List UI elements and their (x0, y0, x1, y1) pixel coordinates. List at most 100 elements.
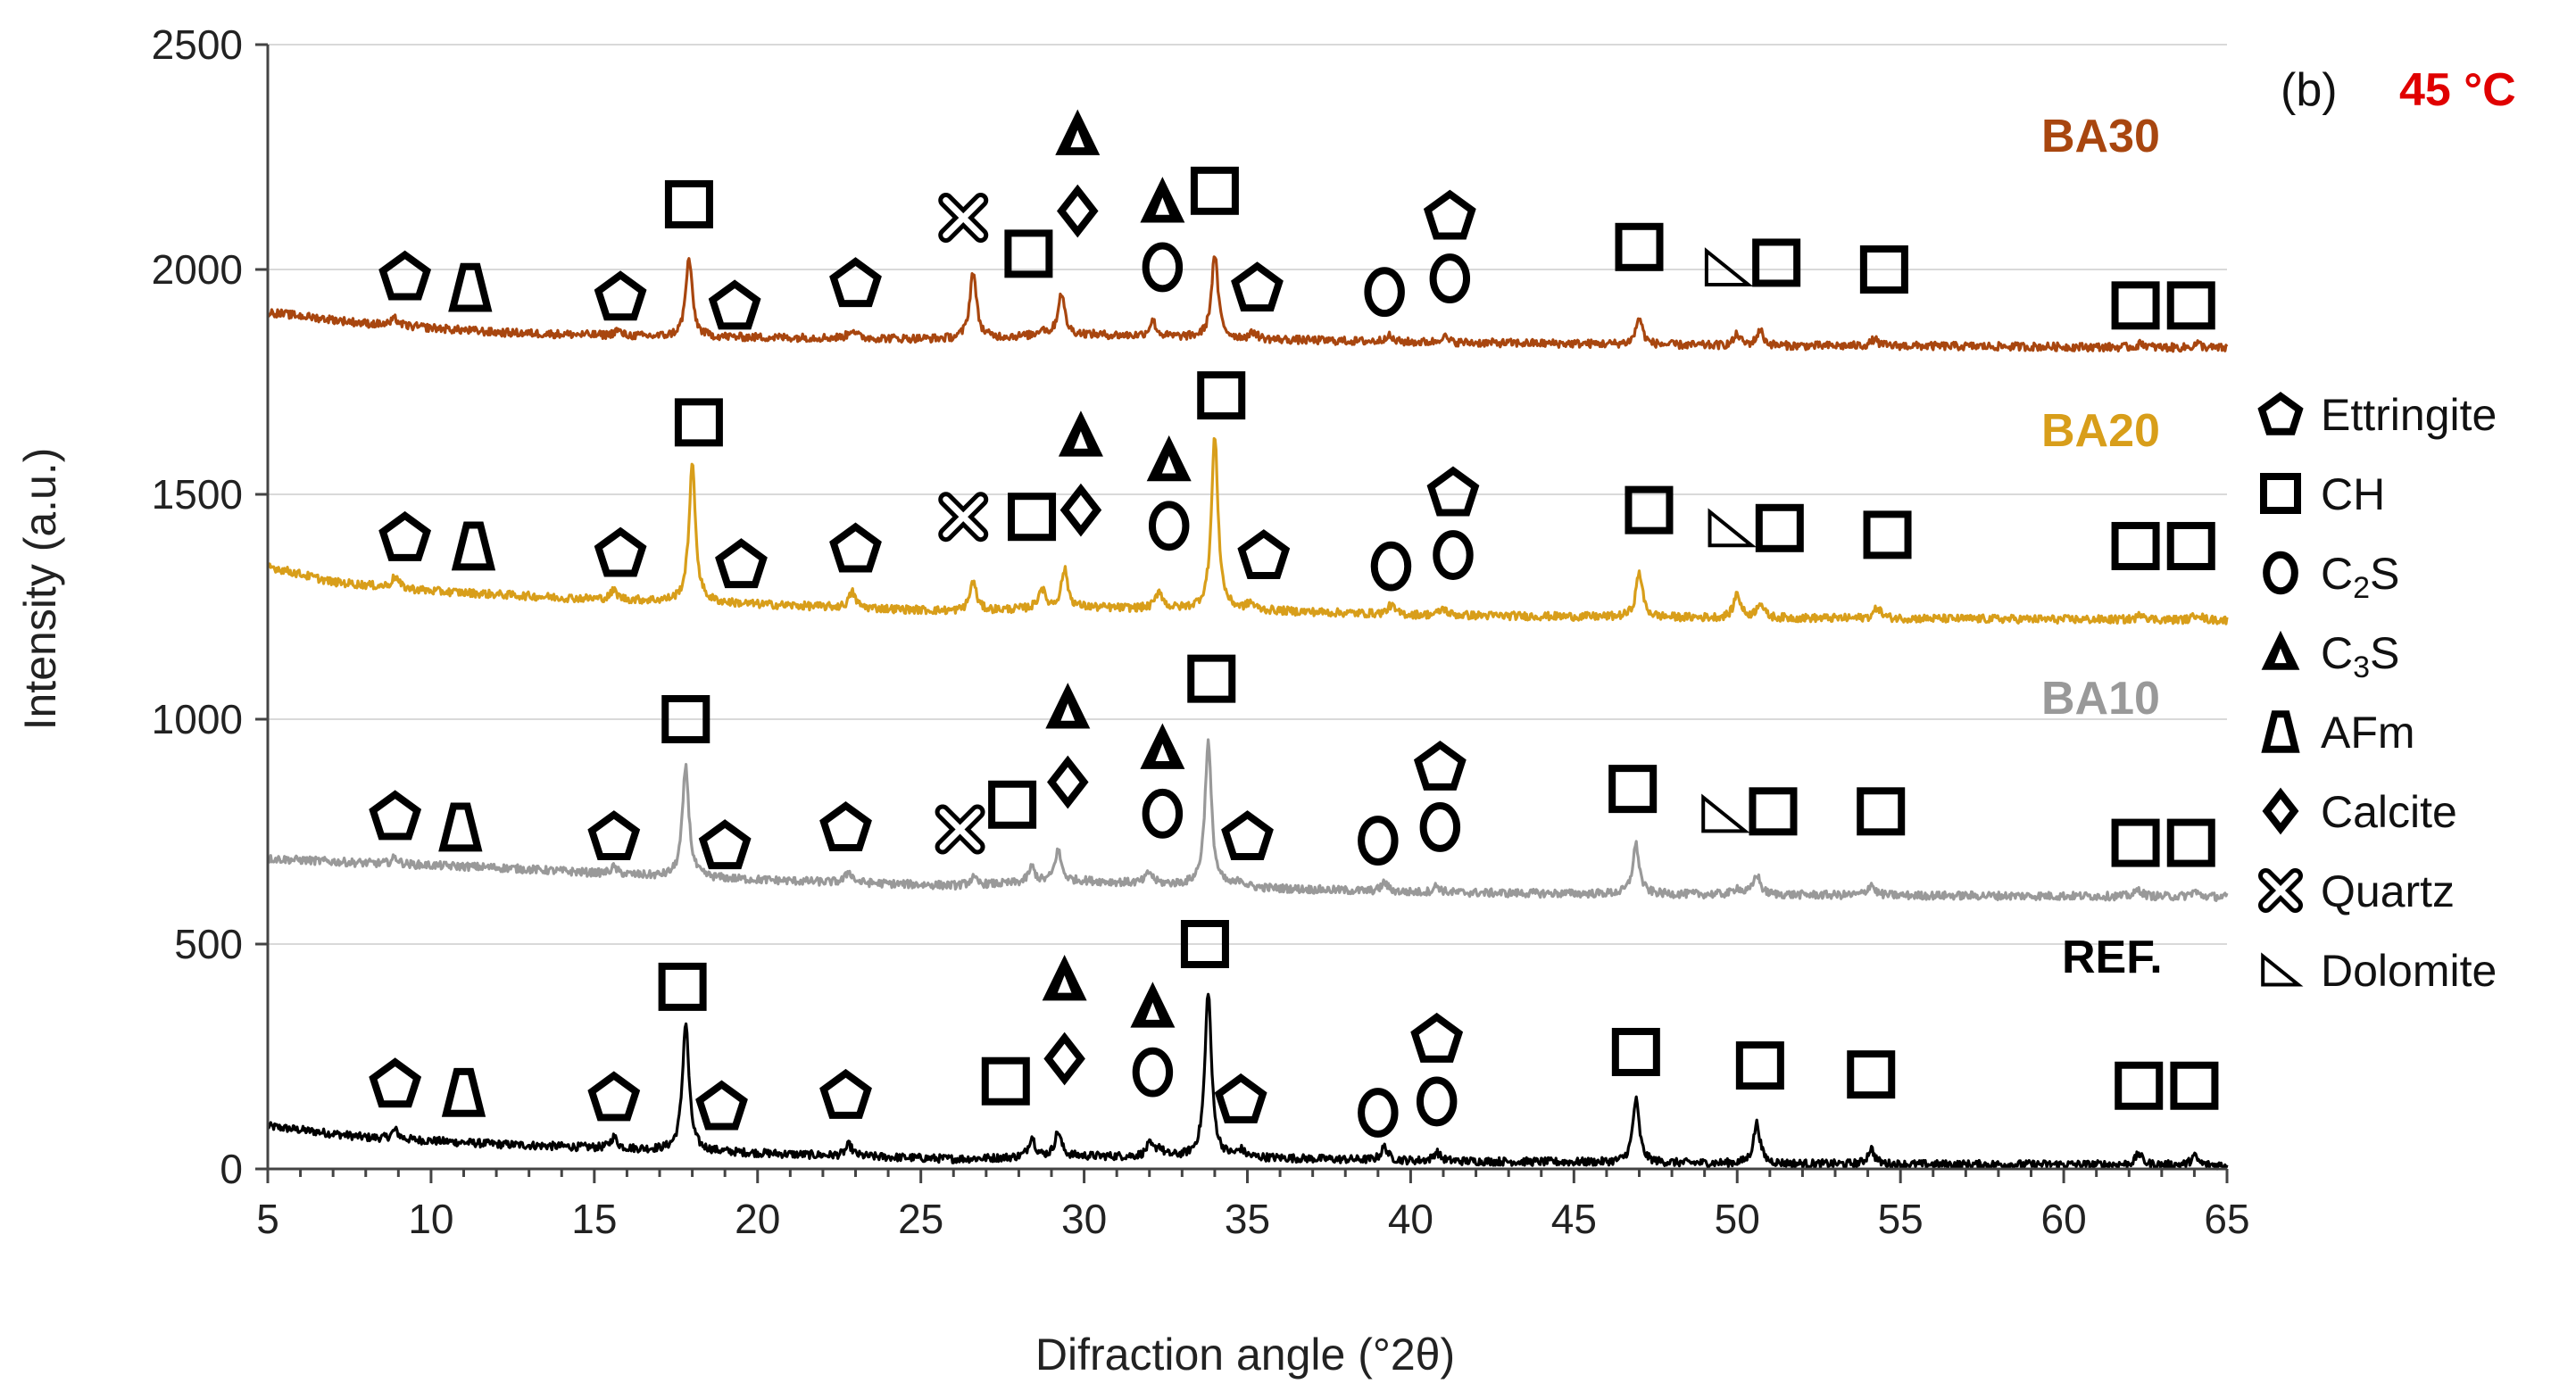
y-axis-title: Intensity (a.u.) (15, 448, 65, 731)
diamond-marker (1047, 755, 1089, 809)
legend-label-right-triangle: Dolomite (2321, 946, 2497, 996)
legend-label-tail: S (2370, 549, 2399, 599)
x-tick-label: 60 (2040, 1196, 2086, 1242)
legend-label-circle: C2S (2321, 549, 2399, 605)
legend-label-quartz-x: Quartz (2321, 866, 2455, 916)
legend-label-subscript: 3 (2353, 650, 2370, 684)
y-tick-label: 2000 (152, 246, 243, 293)
x-tick-label: 15 (571, 1196, 617, 1242)
series-line-ba30 (266, 255, 2229, 353)
pentagon-marker (594, 526, 647, 577)
square-marker (2170, 1061, 2219, 1110)
series-label-ref: REF. (2062, 932, 2163, 983)
triangle-marker (1042, 955, 1087, 1001)
right-triangle-marker (1704, 247, 1754, 286)
series-label-ba20: BA20 (2041, 405, 2160, 457)
legend-label-trapezoid: AFm (2321, 708, 2415, 758)
pentagon-marker (829, 257, 882, 308)
x-tick-label: 40 (1388, 1196, 1433, 1242)
square-marker (1857, 787, 1906, 836)
square-marker (2111, 818, 2160, 867)
circle-marker (1132, 1047, 1174, 1098)
x-tick-label: 10 (408, 1196, 453, 1242)
pentagon-marker (1413, 740, 1467, 791)
triangle-marker (1045, 683, 1091, 729)
legend-label-square: CH (2321, 469, 2385, 519)
pentagon-marker (1410, 1012, 1464, 1063)
square-marker (674, 398, 723, 447)
right-triangle-marker (1708, 508, 1757, 548)
pentagon-marker (708, 279, 761, 330)
square-marker (2166, 818, 2215, 867)
circle-marker (1148, 501, 1190, 551)
pentagon-marker (698, 819, 752, 870)
square-marker (2166, 521, 2215, 570)
x-tick-label: 20 (735, 1196, 780, 1242)
diamond-marker (1043, 1032, 1085, 1086)
square-marker (981, 1056, 1030, 1106)
x-tick-label: 65 (2204, 1196, 2249, 1242)
pentagon-marker (1426, 466, 1480, 517)
trapezoid-marker (441, 1067, 486, 1117)
circle-marker (2263, 551, 2298, 595)
square-marker (661, 695, 710, 743)
x-tick-label: 30 (1061, 1196, 1107, 1242)
pentagon-marker (2257, 392, 2304, 435)
pentagon-marker (1221, 810, 1274, 861)
diffraction-patterns (266, 255, 2229, 1171)
legend-label-pentagon: Ettringite (2321, 390, 2497, 440)
series-labels: BA30 BA20 BA10 REF. (2041, 111, 2163, 983)
triangle-marker (1055, 109, 1101, 155)
x-tick-label: 45 (1551, 1196, 1597, 1242)
square-marker (1735, 1041, 1784, 1090)
circle-marker (1142, 242, 1184, 293)
pentagon-marker (587, 1071, 641, 1122)
x-axis-title: Difraction angle (°2θ) (1035, 1330, 1455, 1380)
square-marker (1608, 765, 1658, 814)
square-marker (988, 780, 1037, 829)
pentagon-marker (587, 810, 641, 861)
pentagon-marker (1214, 1073, 1267, 1123)
gridlines (268, 44, 2227, 945)
temperature-label: 45 °C (2399, 64, 2516, 116)
legend-label-base: C (2321, 549, 2353, 599)
circle-marker (1358, 816, 1399, 866)
pentagon-marker (715, 538, 768, 589)
square-marker (658, 962, 707, 1011)
pentagon-marker (819, 1068, 872, 1119)
series-line-ref (266, 992, 2229, 1171)
panel-label: (b) (2281, 64, 2338, 116)
pentagon-marker (1423, 189, 1476, 240)
quartz-x-marker (938, 193, 989, 244)
quartz-x-marker (2258, 868, 2303, 913)
square-marker (2166, 281, 2215, 330)
square-marker (2111, 521, 2160, 570)
series-line-ba10 (267, 738, 2229, 902)
triangle-marker (2261, 630, 2300, 670)
square-marker (1859, 245, 1908, 294)
right-triangle-marker (2261, 952, 2304, 987)
triangle-marker (1058, 410, 1103, 457)
square-marker (1187, 654, 1236, 703)
diamond-marker (1056, 184, 1099, 238)
circle-marker (1429, 253, 1471, 303)
triangle-marker (1140, 177, 1185, 223)
square-marker (2111, 281, 2160, 330)
pentagon-marker (819, 801, 872, 851)
y-tick-label: 1500 (152, 471, 243, 518)
series-label-ba10: BA10 (2041, 673, 2160, 725)
pentagon-marker (594, 270, 647, 321)
series-label-ba30: BA30 (2041, 111, 2160, 162)
right-triangle-marker (1701, 793, 1750, 833)
square-marker (1863, 510, 1912, 559)
pentagon-marker (695, 1080, 748, 1131)
y-tick-label: 500 (174, 921, 243, 967)
circle-marker (1416, 1076, 1458, 1127)
legend-label-tail: S (2370, 628, 2399, 678)
tick-labels: 0 500 1000 1500 2000 2500 5 10 15 20 25 30 35 40 45 50 5… (152, 21, 2250, 1242)
diamond-marker (1059, 483, 1102, 537)
legend-label-diamond: Calcite (2321, 787, 2457, 837)
circle-marker (1433, 530, 1474, 580)
y-tick-label: 2500 (152, 21, 243, 68)
